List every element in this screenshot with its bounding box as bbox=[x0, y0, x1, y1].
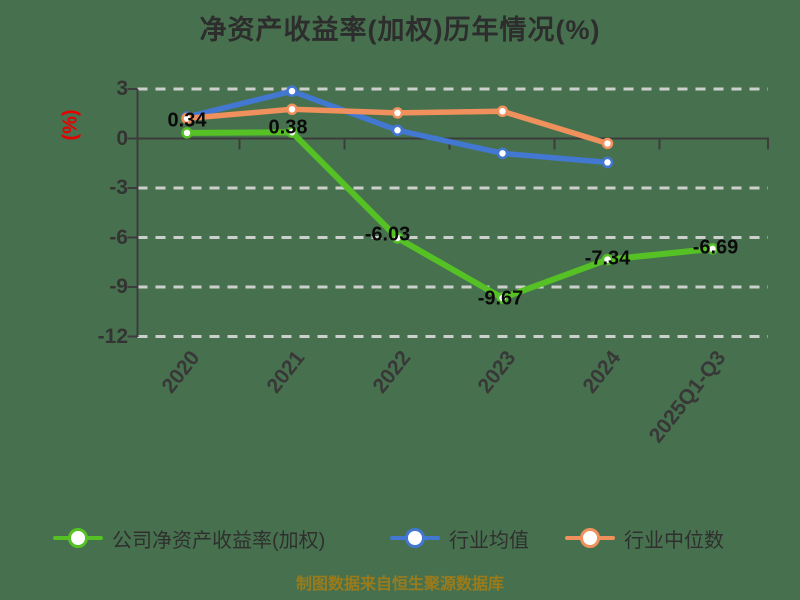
legend-item-industry-avg: 行业均值 bbox=[390, 524, 529, 552]
data-point-industry-median bbox=[496, 105, 509, 118]
chart-title: 净资产收益率(加权)历年情况(%) bbox=[199, 15, 601, 45]
data-label: -6.03 bbox=[364, 223, 411, 246]
data-point-industry-median bbox=[286, 103, 298, 116]
data-point-industry-median bbox=[391, 107, 404, 119]
data-point-industry-avg bbox=[496, 147, 509, 160]
y-axis-tick-label: -6 bbox=[109, 225, 128, 249]
legend-circle-icon bbox=[580, 528, 600, 548]
legend-label: 行业均值 bbox=[449, 529, 529, 552]
data-label: -9.67 bbox=[477, 287, 524, 310]
data-point-company-roe bbox=[496, 292, 509, 304]
legend-marker-icon bbox=[53, 524, 103, 552]
data-point-industry-median bbox=[601, 137, 614, 150]
legend-marker-icon bbox=[390, 524, 440, 552]
data-point-company-roe bbox=[601, 253, 614, 266]
data-source-note: 制图数据来自恒生聚源数据库 bbox=[295, 576, 504, 593]
legend-circle-icon bbox=[68, 528, 88, 548]
legend-label: 行业中位数 bbox=[624, 529, 724, 552]
legend-label: 公司净资产收益率(加权) bbox=[112, 529, 326, 552]
data-point-company-roe bbox=[706, 243, 719, 255]
y-axis-tick-label: -3 bbox=[109, 176, 128, 199]
data-point-industry-avg bbox=[286, 85, 298, 97]
data-label: 0.38 bbox=[268, 116, 308, 139]
data-label: 0.34 bbox=[167, 109, 207, 132]
y-axis-tick-label: 0 bbox=[116, 126, 128, 150]
y-axis-tick-label: 3 bbox=[116, 77, 128, 100]
data-point-company-roe bbox=[181, 127, 193, 139]
legend-circle-icon bbox=[405, 528, 425, 548]
legend-item-industry-median: 行业中位数 bbox=[565, 524, 724, 552]
data-point-company-roe bbox=[286, 126, 298, 138]
y-axis-tick-label: -9 bbox=[109, 275, 128, 298]
legend-marker-icon bbox=[565, 524, 615, 552]
data-point-industry-median bbox=[181, 112, 193, 125]
data-label: -6.69 bbox=[692, 236, 739, 259]
data-label: -7.34 bbox=[584, 247, 631, 270]
series-line-company-roe bbox=[184, 129, 716, 302]
legend-item-company-roe: 公司净资产收益率(加权) bbox=[53, 524, 325, 552]
data-point-company-roe bbox=[391, 232, 404, 244]
y-axis-tick-label: -12 bbox=[97, 324, 128, 348]
data-point-industry-avg bbox=[601, 156, 614, 169]
data-point-industry-avg bbox=[391, 124, 404, 136]
